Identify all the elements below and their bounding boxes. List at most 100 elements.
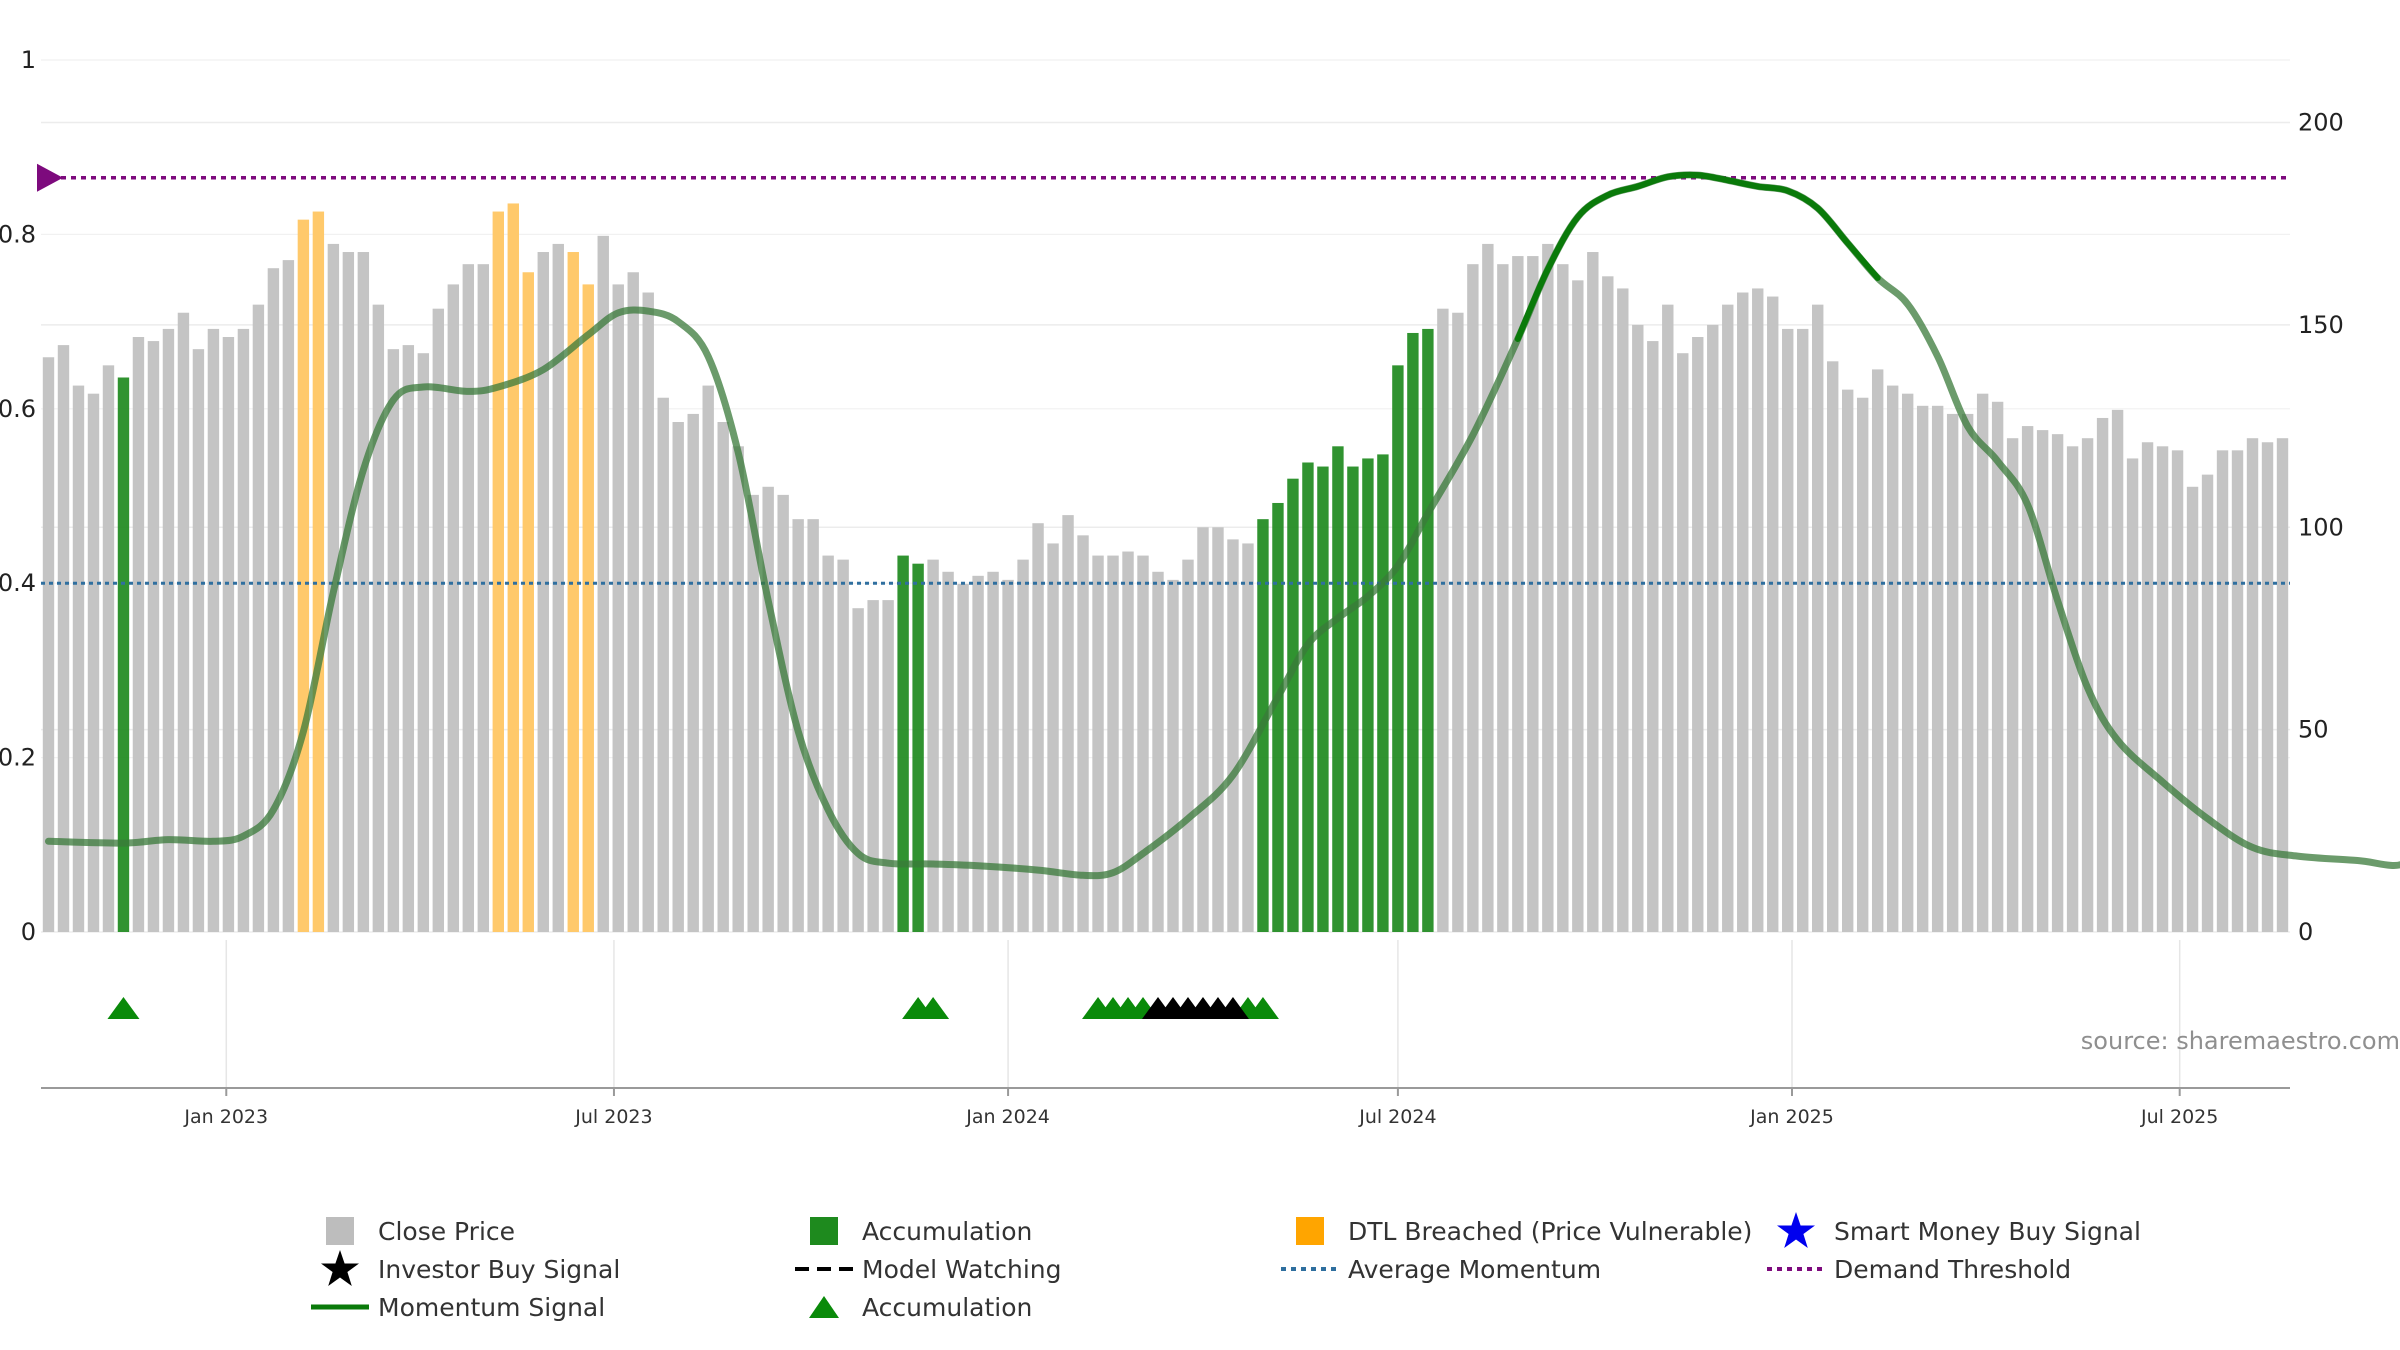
accumulation-bar xyxy=(1302,462,1314,932)
close-price-bar xyxy=(477,264,490,933)
close-price-bar xyxy=(2141,442,2154,932)
close-price-bar xyxy=(972,575,984,932)
close-price-bar xyxy=(1602,276,1614,932)
dtl-breached-bar xyxy=(492,211,504,933)
close-price-bar xyxy=(852,608,864,932)
legend-label: Accumulation xyxy=(862,1216,1033,1246)
accumulation-bar xyxy=(1422,328,1434,932)
close-price-bar xyxy=(1107,555,1119,932)
right-tick-label: 0 xyxy=(2298,918,2313,946)
black-star-icon xyxy=(310,1250,370,1288)
right-tick-label: 200 xyxy=(2298,109,2344,137)
legend-item-accumulation: Accumulation xyxy=(794,1212,1032,1250)
close-price-bar xyxy=(2231,450,2244,932)
close-price-bar xyxy=(462,264,475,933)
close-price-bar xyxy=(747,494,759,932)
close-price-bar xyxy=(2066,446,2079,932)
close-price-bar xyxy=(1632,324,1644,932)
close-price-bar xyxy=(1976,393,1989,932)
demand-threshold-diamond-icon xyxy=(37,163,63,192)
legend-label: Average Momentum xyxy=(1348,1254,1602,1284)
close-price-bar xyxy=(237,328,250,932)
accumulation-marker-icon xyxy=(917,997,950,1019)
close-price-bar xyxy=(762,486,774,932)
left-tick-label: 0.8 xyxy=(0,220,36,248)
close-price-bar xyxy=(387,349,400,932)
close-price-bar xyxy=(1647,341,1659,932)
green-line-icon xyxy=(310,1288,370,1326)
source-label: source: sharemaestro.com xyxy=(2081,1027,2400,1055)
legend-item-dtl-breached: DTL Breached (Price Vulnerable) xyxy=(1280,1212,1752,1250)
close-price-bar xyxy=(2276,438,2289,932)
close-price-bar xyxy=(1482,243,1494,933)
green-square-icon xyxy=(794,1212,854,1250)
close-price-bar xyxy=(1077,535,1089,932)
close-price-bar xyxy=(162,328,175,932)
accumulation-bar xyxy=(117,377,130,932)
close-price-bar xyxy=(1737,292,1749,932)
left-tick-label: 0.2 xyxy=(0,744,36,772)
close-price-bar xyxy=(432,308,445,932)
close-price-bar xyxy=(1752,288,1764,932)
accumulation-bar xyxy=(1392,365,1404,933)
date-tick-label: Jul 2024 xyxy=(1358,1106,1436,1128)
accumulation-bar xyxy=(1407,332,1419,933)
close-price-bar xyxy=(1886,385,1899,932)
accumulation-bar xyxy=(897,555,909,932)
close-price-bar xyxy=(222,337,235,933)
close-price-bar xyxy=(1991,401,2004,933)
close-price-bar xyxy=(687,413,699,932)
close-price-bar xyxy=(1527,256,1539,932)
right-tick-label: 150 xyxy=(2298,311,2344,339)
close-price-bar xyxy=(1797,328,1809,932)
close-price-bar xyxy=(1182,559,1194,932)
close-price-bar xyxy=(1227,539,1239,932)
close-price-bar xyxy=(2111,409,2124,932)
legend-item-model-watching: Model Watching xyxy=(794,1250,1062,1288)
axes: 0 0.2 0.4 0.6 0.8 1 0 50 100 150 200 Jan 2023 Jul 20… xyxy=(0,46,2344,1128)
legend-label: Accumulation xyxy=(862,1292,1033,1322)
legend-label: Demand Threshold xyxy=(1834,1254,2072,1284)
gridlines xyxy=(41,59,2290,1088)
close-price-bar xyxy=(2156,446,2169,932)
date-tick-label: Jul 2025 xyxy=(2140,1106,2218,1128)
close-price-bar xyxy=(927,559,939,932)
close-price-bar xyxy=(942,571,954,932)
close-price-bar xyxy=(1707,324,1719,932)
close-price-bar xyxy=(837,559,849,932)
green-triangle-icon xyxy=(794,1288,854,1326)
dtl-breached-bar xyxy=(582,284,594,932)
close-price-bar xyxy=(1017,559,1029,932)
close-price-bar xyxy=(342,252,355,932)
legend-item-accumulation-marker: Accumulation xyxy=(794,1288,1032,1326)
close-price-bar xyxy=(1452,312,1464,932)
close-price-bar xyxy=(372,304,385,932)
close-price-bar xyxy=(267,268,280,933)
close-price-bar xyxy=(1946,413,1959,932)
close-price-bar xyxy=(42,357,55,932)
close-price-bar xyxy=(2051,434,2064,932)
close-price-bar xyxy=(1961,413,1974,932)
close-price-bar xyxy=(402,345,415,932)
close-price-bar xyxy=(1782,328,1794,932)
close-price-bar xyxy=(1542,243,1554,933)
close-price-bar xyxy=(1827,361,1839,932)
close-price-bar xyxy=(417,353,430,932)
legend-label: Model Watching xyxy=(862,1254,1062,1284)
legend-label: DTL Breached (Price Vulnerable) xyxy=(1348,1216,1753,1246)
investor-buy-marker-icon xyxy=(1216,997,1249,1019)
legend-label: Investor Buy Signal xyxy=(378,1254,621,1284)
close-price-bar xyxy=(1092,555,1104,932)
close-price-bar xyxy=(1167,579,1179,932)
close-price-bar xyxy=(1692,337,1704,933)
right-tick-label: 100 xyxy=(2298,513,2344,541)
legend-label: Smart Money Buy Signal xyxy=(1834,1216,2141,1246)
close-price-bar xyxy=(1856,397,1869,933)
close-price-bar xyxy=(2246,438,2259,932)
blue-star-icon xyxy=(1766,1212,1826,1250)
close-price-bar xyxy=(1152,571,1164,932)
accumulation-marker-icon xyxy=(107,997,140,1019)
accumulation-bar xyxy=(1362,458,1374,932)
close-price-bar xyxy=(2021,426,2034,932)
close-price-bar xyxy=(102,365,115,933)
